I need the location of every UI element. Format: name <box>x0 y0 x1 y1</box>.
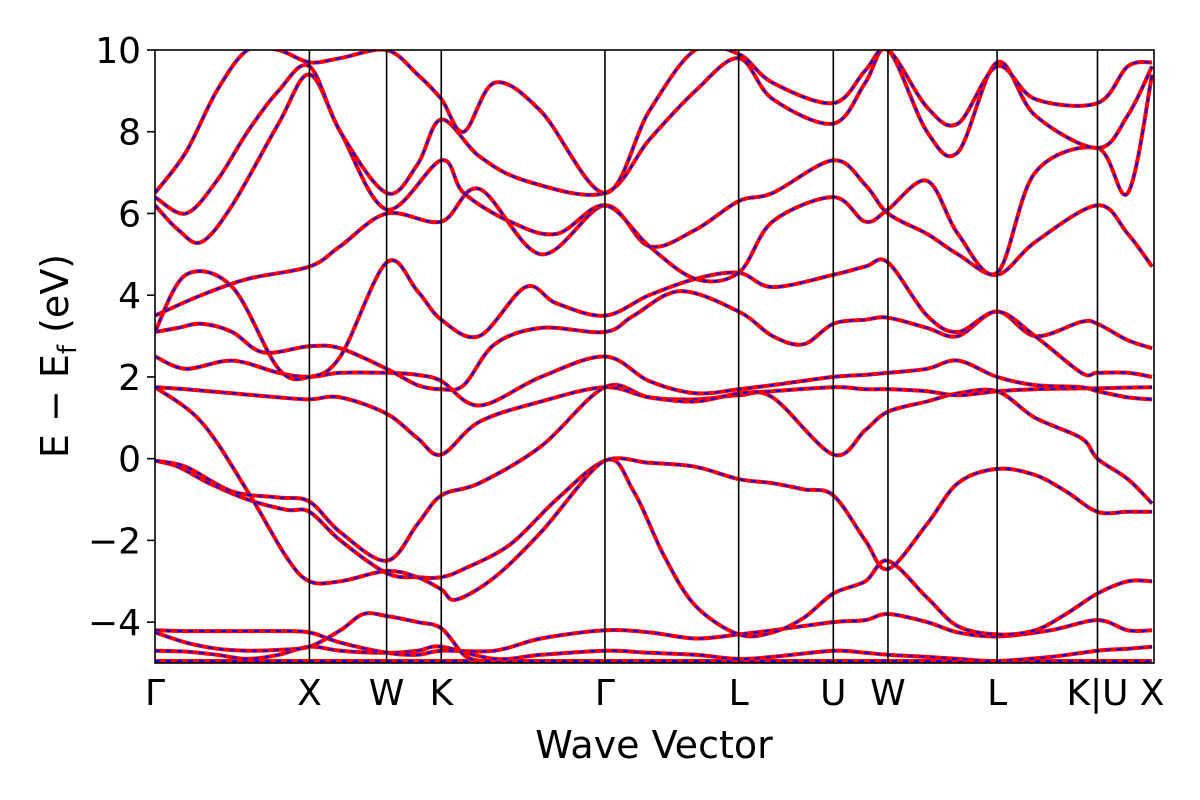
x-axis-ticks: Γ X W K Γ L U W L K|U X <box>145 673 1165 714</box>
y-tick-label-7: 10 <box>95 31 141 72</box>
y-axis-label-subscript: f <box>53 344 83 354</box>
y-tick-label-1: −2 <box>88 521 141 562</box>
band-7-line <box>155 385 1153 457</box>
band-7-overlay <box>155 386 1153 456</box>
band-14-line <box>155 50 1153 196</box>
y-tick-label-4: 4 <box>118 276 141 317</box>
band-2-overlay <box>155 612 1153 656</box>
band-13-overlay <box>155 50 1153 215</box>
x-tick-label-1: X <box>297 673 322 714</box>
x-tick-label-0: Γ <box>145 673 165 714</box>
x-tick-label-7: W <box>870 673 906 714</box>
band-10-overlay <box>155 258 1153 381</box>
y-tick-label-2: 0 <box>118 440 141 481</box>
x-tick-label-10: X <box>1140 673 1165 714</box>
x-tick-label-6: U <box>820 673 846 714</box>
bands-layer <box>155 50 1154 663</box>
y-tick-label-0: −4 <box>88 603 141 644</box>
y-tick-label-5: 6 <box>118 194 141 235</box>
x-axis-label: Wave Vector <box>535 723 773 767</box>
x-tick-label-2: W <box>369 673 405 714</box>
band-6-overlay <box>155 384 1153 562</box>
band-12-line <box>155 72 1154 284</box>
band-4-overlay <box>155 457 1153 579</box>
y-axis-label: E − Ef (eV) <box>33 254 83 458</box>
plot-frame <box>154 49 1155 664</box>
band-13-line <box>155 50 1154 216</box>
x-tick-label-9: K|U <box>1066 673 1128 714</box>
y-axis-label-unit: (eV) <box>33 254 77 345</box>
x-tick-label-4: Γ <box>595 673 615 714</box>
x-tick-label-3: K <box>429 673 454 714</box>
band-5-overlay <box>155 386 1153 638</box>
band-1-overlay <box>155 645 1153 663</box>
band-10-line <box>155 257 1153 382</box>
high-symmetry-lines <box>308 50 1099 663</box>
y-axis-label-main: E − E <box>33 354 77 458</box>
y-axis-ticks: −4 −2 0 2 4 6 8 10 <box>88 31 155 644</box>
y-tick-label-3: 2 <box>118 358 141 399</box>
x-tick-label-8: L <box>987 673 1007 714</box>
band-4-line <box>155 456 1153 580</box>
y-tick-label-6: 8 <box>118 113 141 154</box>
x-tick-label-5: L <box>729 673 749 714</box>
